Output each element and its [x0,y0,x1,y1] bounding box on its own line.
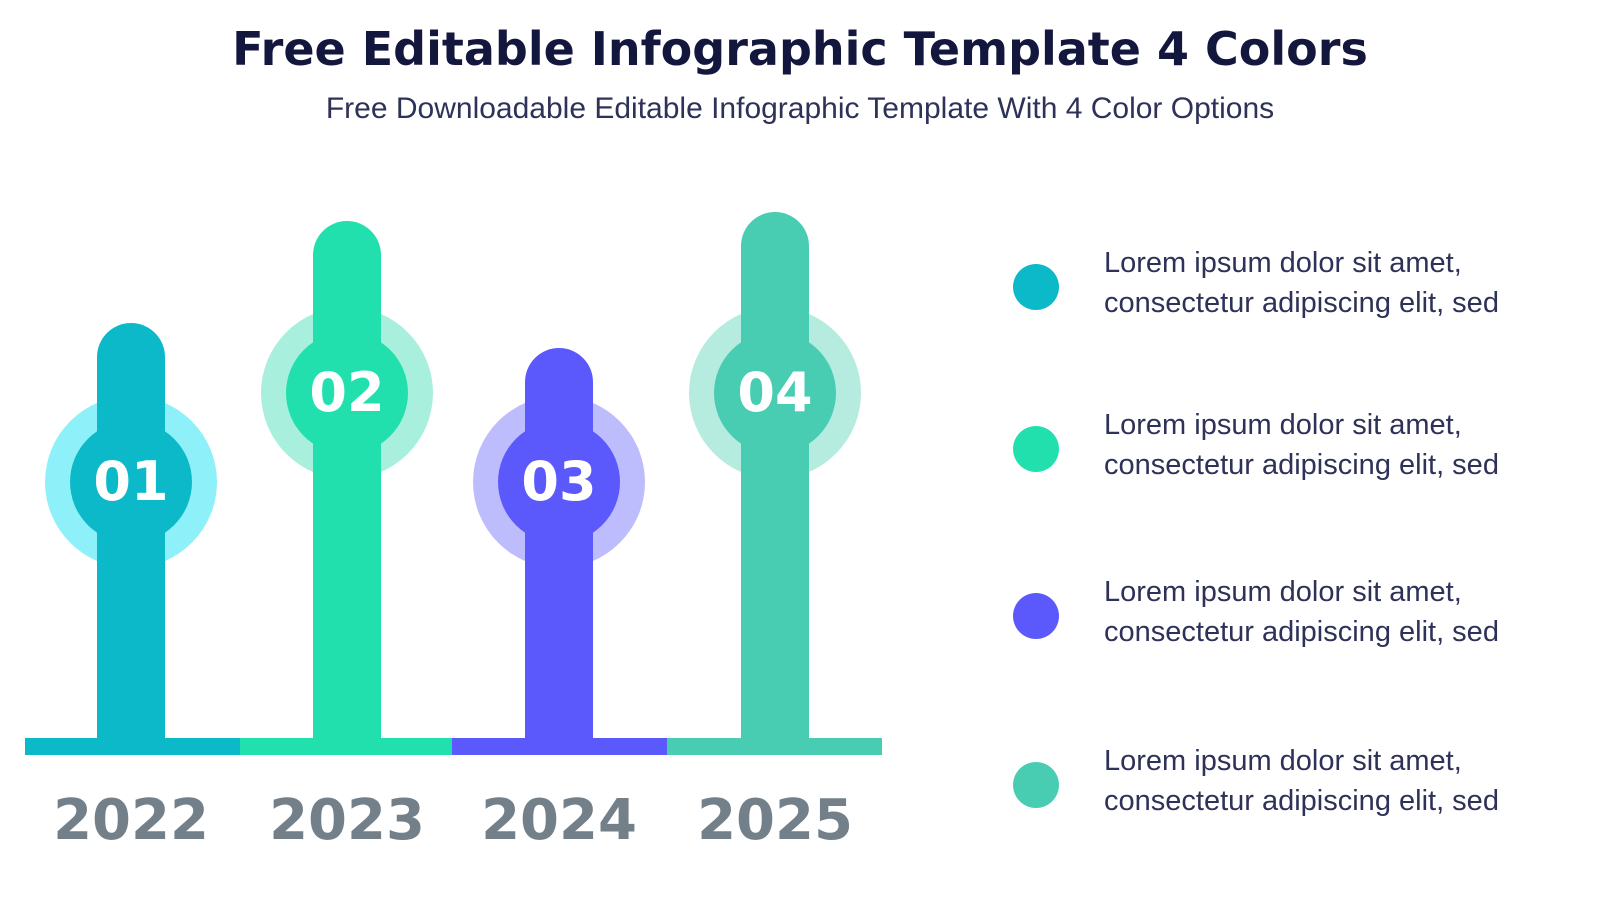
step-circle [286,332,408,454]
legend-text-line: consectetur adipiscing elit, sed [1104,449,1499,481]
legend-text-line: consectetur adipiscing elit, sed [1104,616,1499,648]
step-number: 02 [309,361,385,424]
step-number: 04 [737,361,813,424]
step-number: 03 [521,450,597,513]
baseline-segment [667,738,882,755]
page-subtitle: Free Downloadable Editable Infographic T… [325,92,1275,125]
step-year: 2024 [481,788,637,853]
step-circle [498,421,620,543]
legend-dot [1013,762,1059,808]
legend-dot [1013,264,1059,310]
legend-text-line: consectetur adipiscing elit, sed [1104,785,1499,817]
step-year: 2025 [697,788,853,853]
legend-dot [1013,426,1059,472]
baseline-segment [240,738,452,755]
baseline-segment [25,738,240,755]
step-bar [313,221,381,755]
legend-text-line: Lorem ipsum dolor sit amet, [1104,745,1462,777]
step-bar [741,212,809,755]
legend-text-line: consectetur adipiscing elit, sed [1104,287,1499,319]
step-bar [525,348,593,755]
legend-text: Lorem ipsum dolor sit amet, consectetur a… [1104,243,1499,323]
step-circle [70,421,192,543]
legend-text-line: Lorem ipsum dolor sit amet, [1104,576,1462,608]
baseline-segment [452,738,667,755]
legend-dot [1013,593,1059,639]
step-circle [714,332,836,454]
legend-text-line: Lorem ipsum dolor sit amet, [1104,409,1462,441]
legend-text: Lorem ipsum dolor sit amet, consectetur a… [1104,405,1499,485]
step-year: 2023 [269,788,425,853]
legend-text-line: Lorem ipsum dolor sit amet, [1104,247,1462,279]
page-title: Free Editable Infographic Template 4 Col… [232,22,1368,76]
step-year: 2022 [53,788,209,853]
legend-text: Lorem ipsum dolor sit amet, consectetur a… [1104,572,1499,652]
step-number: 01 [93,450,169,513]
legend-text: Lorem ipsum dolor sit amet, consectetur a… [1104,741,1499,821]
